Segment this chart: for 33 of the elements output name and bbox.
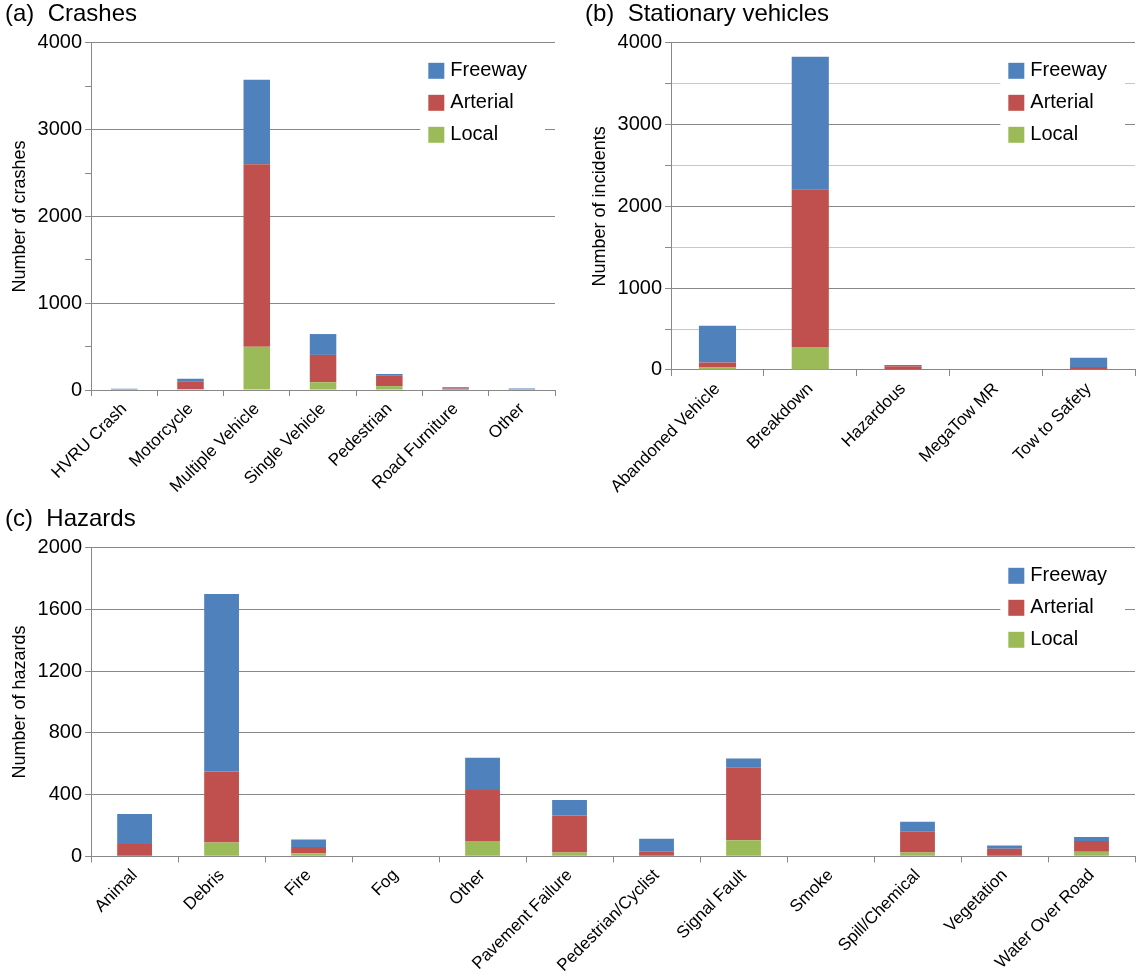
chart-title: (c) Hazards: [5, 504, 136, 532]
y-tick-label: 0: [650, 357, 663, 380]
y-tick-label: 2000: [617, 193, 663, 216]
legend-label: Arterial: [1030, 90, 1094, 113]
y-tick-label: 1000: [617, 275, 663, 298]
y-tick-label: 2000: [37, 535, 83, 558]
y-tick-label: 400: [48, 782, 83, 805]
chart-title: (b) Stationary vehicles: [585, 0, 830, 27]
legend-label: Arterial: [1030, 595, 1094, 618]
y-tick-label: 1200: [37, 658, 83, 681]
y-tick-label: 0: [70, 843, 83, 866]
legend-label: Local: [450, 122, 499, 145]
y-axis-title: Number of incidents: [588, 126, 609, 287]
y-tick-label: 800: [48, 720, 83, 743]
y-tick-label: 0: [70, 377, 83, 400]
y-axis-title: Number of hazards: [8, 625, 29, 779]
x-tick-label: Fog: [367, 865, 402, 900]
chart-title: (a) Crashes: [5, 0, 138, 27]
legend-label: Freeway: [450, 58, 528, 81]
y-axis-title: Number of crashes: [8, 140, 29, 293]
legend-label: Local: [1030, 627, 1079, 650]
y-tick-label: 1600: [37, 597, 83, 620]
legend-label: Arterial: [450, 90, 514, 113]
y-tick-label: 4000: [617, 30, 663, 53]
legend-label: Freeway: [1030, 58, 1108, 81]
legend-label: Freeway: [1030, 563, 1108, 586]
y-tick-label: 4000: [37, 30, 83, 53]
y-tick-label: 1000: [37, 290, 83, 313]
x-tick-label: Fire: [280, 865, 315, 900]
y-tick-label: 3000: [617, 112, 663, 135]
y-tick-label: 2000: [37, 203, 83, 226]
legend-label: Local: [1030, 122, 1079, 145]
y-tick-label: 3000: [37, 117, 83, 140]
